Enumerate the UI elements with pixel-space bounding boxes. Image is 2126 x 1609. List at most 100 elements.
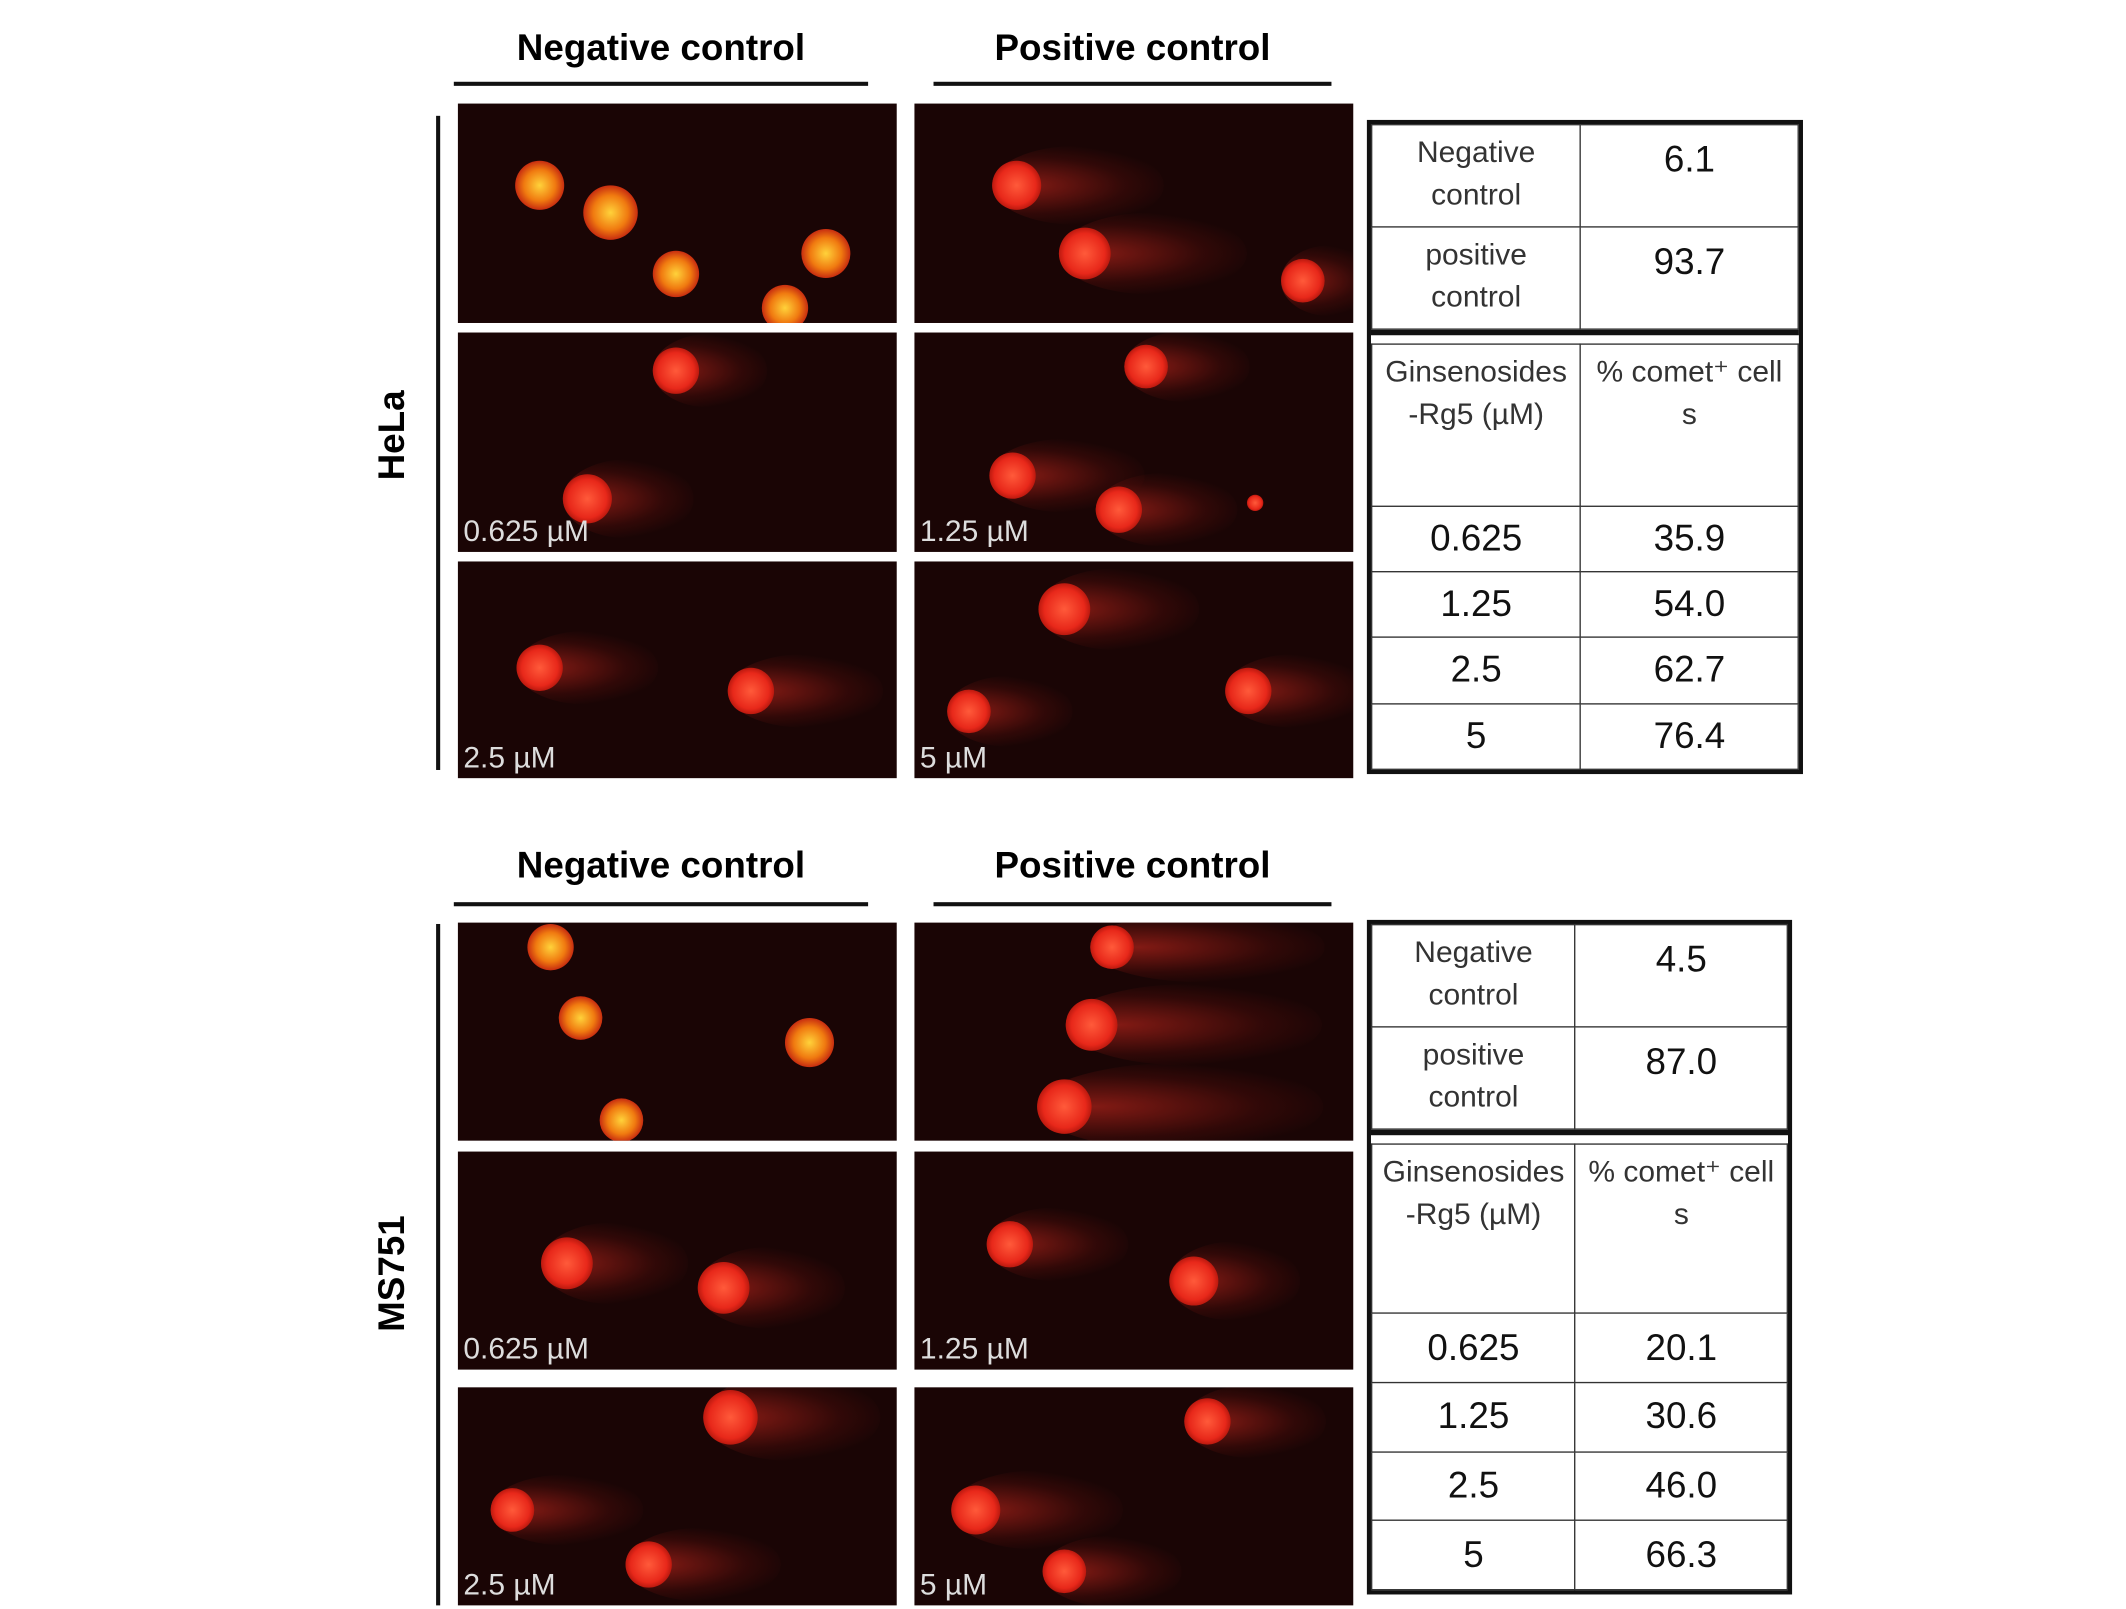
header-cell: % comet⁺ cells: [1579, 343, 1799, 507]
row-bracket: [436, 923, 441, 1606]
header-cell: Ginsenosides-Rg5 (µM): [1370, 1143, 1576, 1315]
table-row: 5 66.3: [1370, 1519, 1788, 1591]
comet-head: [1281, 258, 1325, 303]
comet-head: [801, 228, 851, 279]
controls-section: Negative control 4.5 positive control 87.0: [1370, 923, 1788, 1136]
table-cell: 5: [1370, 1519, 1576, 1591]
header-underline: [933, 902, 1332, 907]
comet-head: [697, 1261, 750, 1314]
comet-head: [1169, 1256, 1219, 1306]
comet-head: [652, 347, 700, 394]
dose-table: Ginsenosides-Rg5 (µM)% comet⁺ cells 0.625…: [1370, 343, 1799, 770]
control-label: positive control: [1370, 226, 1582, 330]
table-cell: 76.4: [1579, 702, 1799, 770]
comet-image: [457, 103, 897, 323]
control-label: positive control: [1370, 1026, 1576, 1130]
column-header: Positive control: [994, 27, 1271, 69]
dose-table: Ginsenosides-Rg5 (µM)% comet⁺ cells 0.625…: [1370, 1143, 1788, 1591]
controls-table: Negative control 4.5 positive control 87.0: [1370, 923, 1788, 1130]
comet-head: [558, 996, 603, 1040]
header-underline: [453, 81, 869, 86]
table-row: positive control 93.7: [1370, 226, 1799, 330]
control-value: 87.0: [1574, 1026, 1788, 1130]
comet-head: [951, 1485, 1001, 1535]
control-label: Negative control: [1370, 124, 1582, 228]
results-table: Negative control 6.1 positive control 93.7 G…: [1366, 119, 1803, 775]
table-row: Negative control 6.1: [1370, 124, 1799, 228]
table-cell: 5: [1370, 702, 1582, 770]
table-row: 5 76.4: [1370, 702, 1799, 770]
table-cell: 54.0: [1579, 570, 1799, 639]
table-header: Ginsenosides-Rg5 (µM)% comet⁺ cells: [1370, 343, 1799, 507]
table-cell: 46.0: [1574, 1450, 1788, 1522]
comet-head: [625, 1541, 672, 1588]
comet-image: 0.625 µM: [457, 332, 897, 552]
comet-head: [652, 250, 700, 298]
column-header: Positive control: [994, 844, 1271, 886]
table-header: Ginsenosides-Rg5 (µM)% comet⁺ cells: [1370, 1143, 1788, 1315]
controls-table: Negative control 6.1 positive control 93.7: [1370, 124, 1799, 330]
comet-head: [989, 452, 1036, 499]
comet-head: [986, 1221, 1034, 1268]
comet-head: [1246, 494, 1264, 512]
table-row: Negative control 4.5: [1370, 923, 1788, 1028]
table-cell: 20.1: [1574, 1312, 1788, 1384]
table-cell: 0.625: [1370, 504, 1582, 573]
table-row: 1.25 30.6: [1370, 1381, 1788, 1453]
comet-head: [583, 185, 638, 240]
comet-head: [562, 474, 612, 524]
comet-image: 0.625 µM: [457, 1151, 897, 1370]
header-underline: [933, 81, 1332, 86]
comet-head: [516, 644, 563, 691]
table-row: 0.625 35.9: [1370, 504, 1799, 573]
controls-section: Negative control 6.1 positive control 93.7: [1370, 124, 1799, 336]
results-table: Negative control 4.5 positive control 87.0 G…: [1366, 919, 1793, 1595]
comet-image: 2.5 µM: [457, 1387, 897, 1606]
table-row: 0.625 20.1: [1370, 1312, 1788, 1384]
comet-head: [1058, 227, 1111, 280]
comet-head: [947, 689, 991, 734]
cell-line-label: MS751: [371, 1215, 413, 1332]
comet-head: [1065, 998, 1118, 1051]
header-underline: [453, 902, 869, 907]
table-row: 2.5 46.0: [1370, 1450, 1788, 1522]
comet-head: [784, 1018, 835, 1068]
table-cell: 2.5: [1370, 1450, 1576, 1522]
dose-label: 1.25 µM: [919, 513, 1029, 548]
control-label: Negative control: [1370, 923, 1576, 1028]
comet-head: [1037, 1079, 1092, 1134]
comet-head: [1095, 486, 1143, 533]
comet-head: [1042, 1549, 1087, 1594]
table-cell: 1.25: [1370, 1381, 1576, 1453]
dose-label: 5 µM: [919, 1567, 988, 1602]
table-cell: 1.25: [1370, 570, 1582, 639]
header-cell: Ginsenosides-Rg5 (µM): [1370, 343, 1582, 507]
table-row: 2.5 62.7: [1370, 636, 1799, 705]
row-bracket: [436, 115, 441, 770]
dose-section: Ginsenosides-Rg5 (µM)% comet⁺ cells 0.625…: [1370, 343, 1799, 770]
table-cell: 66.3: [1574, 1519, 1788, 1591]
column-header: Negative control: [516, 27, 806, 69]
comet-head: [490, 1488, 535, 1532]
comet-image: 1.25 µM: [914, 332, 1354, 552]
table-cell: 35.9: [1579, 504, 1799, 573]
table-cell: 30.6: [1574, 1381, 1788, 1453]
comet-head: [541, 1237, 593, 1290]
comet-head: [599, 1098, 644, 1141]
table-row: positive control 87.0: [1370, 1026, 1788, 1130]
comet-head: [1090, 925, 1134, 969]
dose-label: 5 µM: [919, 740, 988, 775]
comet-image: 2.5 µM: [457, 561, 897, 779]
comet-head: [527, 923, 574, 971]
cell-line-label: HeLa: [371, 390, 413, 481]
dose-label: 2.5 µM: [463, 1567, 556, 1602]
comet-head: [761, 284, 809, 323]
comet-image: 5 µM: [914, 561, 1354, 779]
comet-image: 1.25 µM: [914, 1151, 1354, 1370]
comet-head: [515, 160, 565, 210]
table-cell: 62.7: [1579, 636, 1799, 705]
comet-head: [1124, 344, 1168, 389]
table-row: 1.25 54.0: [1370, 570, 1799, 639]
comet-head: [1225, 667, 1272, 715]
